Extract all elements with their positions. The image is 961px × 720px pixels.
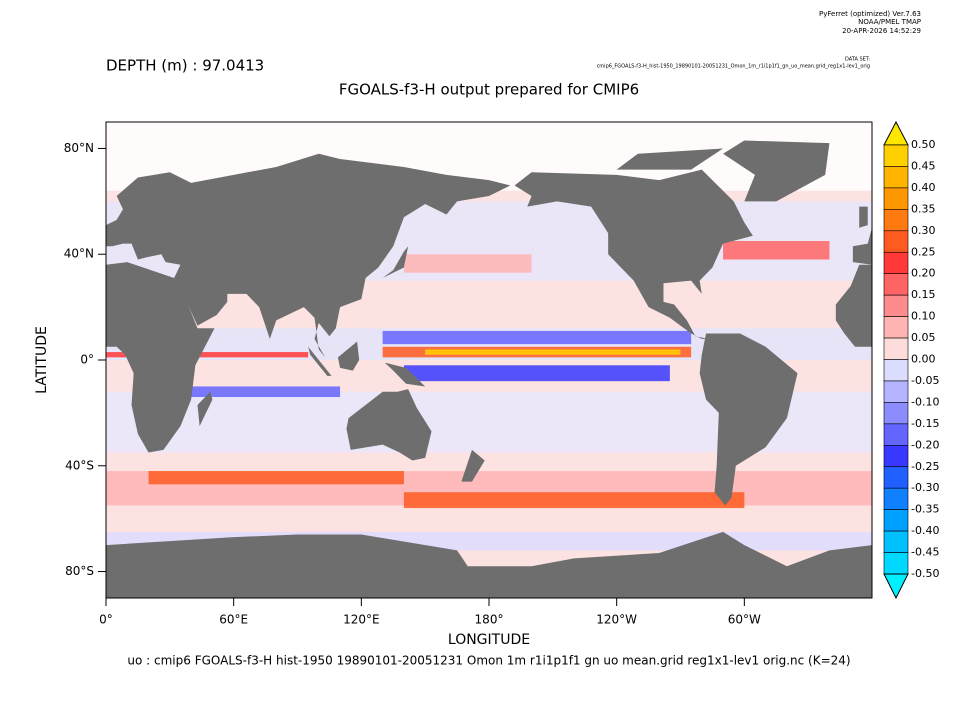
land <box>106 153 511 358</box>
colorbar-bin <box>883 487 909 510</box>
colorbar-bin <box>883 294 909 317</box>
x-axis-label: LONGITUDE <box>448 632 530 648</box>
current-band <box>723 241 830 260</box>
colorbar-label: -0.15 <box>911 417 939 430</box>
land <box>197 391 213 427</box>
current-band <box>403 492 745 509</box>
colorbar-label: -0.30 <box>911 481 939 494</box>
land <box>308 346 332 376</box>
colorbar-label: -0.05 <box>911 374 939 387</box>
land <box>106 262 215 453</box>
map <box>106 122 872 598</box>
timestamp: 20-APR-2026 14:52:29 <box>842 27 921 35</box>
y-axis-label: LATITUDE <box>34 326 50 394</box>
current-band <box>191 386 341 398</box>
land <box>616 148 724 170</box>
colorbar-bin <box>883 187 909 210</box>
land <box>699 333 798 506</box>
colorbar-bin <box>883 444 909 468</box>
x-tick-label: 60°E <box>219 613 248 627</box>
colorbar-bin <box>883 209 909 232</box>
land <box>337 341 360 371</box>
land <box>106 531 872 598</box>
footer: uo : cmip6 FGOALS-f3-H hist-1950 1989010… <box>127 654 850 668</box>
y-tick-label: 80°S <box>65 564 94 578</box>
land <box>384 362 426 387</box>
colorbar-label: -0.50 <box>911 567 939 580</box>
land <box>859 206 868 228</box>
current-band <box>106 352 309 358</box>
current-band <box>403 365 670 382</box>
colorbar-bin <box>883 359 909 382</box>
colorbar-bin <box>883 337 909 360</box>
colorbar-label: -0.45 <box>911 546 939 559</box>
current-band <box>382 330 692 345</box>
colorbar-bin <box>883 552 909 575</box>
colorbar-bin <box>883 466 909 489</box>
colorbar-label: 0.00 <box>911 353 936 366</box>
land <box>835 264 872 347</box>
lab: NOAA/PMEL TMAP <box>858 18 921 26</box>
colorbar-label: 0.05 <box>911 331 936 344</box>
y-tick-label: 0° <box>80 353 94 367</box>
colorbar-bin <box>883 380 909 403</box>
colorbar-label: 0.30 <box>911 224 936 237</box>
colorbar-bin <box>883 144 909 167</box>
colorbar-label: -0.10 <box>911 395 939 408</box>
land <box>461 449 485 482</box>
y-tick-label: 40°N <box>64 247 94 261</box>
colorbar-bin <box>883 509 909 532</box>
colorbar-label: 0.40 <box>911 181 936 194</box>
x-tick-label: 0° <box>99 613 113 627</box>
colorbar-label: 0.20 <box>911 267 936 280</box>
colorbar-label: -0.40 <box>911 524 939 537</box>
y-tick-label: 40°S <box>65 458 94 472</box>
land <box>346 389 432 461</box>
colorbar-bin <box>883 530 909 553</box>
dataset: cmip6_FGOALS-f3-H_hist-1950_19890101-200… <box>597 64 870 70</box>
y-tick-label: 80°N <box>64 141 94 155</box>
colorbar-extension <box>883 573 909 600</box>
colorbar-bin <box>883 251 909 275</box>
colorbar-bin <box>883 423 909 446</box>
current-band <box>148 471 404 485</box>
x-tick-label: 120°W <box>596 613 637 627</box>
land <box>382 246 409 279</box>
colorbar-extension <box>883 120 909 146</box>
colorbar-label: 0.15 <box>911 288 936 301</box>
colorbar-label: 0.45 <box>911 159 936 172</box>
colorbar-bin <box>883 166 909 189</box>
software: PyFerret (optimized) Ver.7.63 <box>819 10 921 18</box>
x-tick-label: 120°E <box>343 613 380 627</box>
colorbar-label: 0.25 <box>911 245 936 258</box>
colorbar-label: -0.20 <box>911 438 939 451</box>
land <box>514 169 753 339</box>
dataset-label: DATA SET: <box>845 57 870 63</box>
colorbar-bin <box>883 316 909 339</box>
colorbar-bin <box>883 230 909 253</box>
land <box>723 140 830 202</box>
colorbar-bin <box>883 402 909 425</box>
colorbar-label: -0.35 <box>911 503 939 516</box>
colorbar-label: 0.50 <box>911 138 936 151</box>
chart-title: FGOALS-f3-H output prepared for CMIP6 <box>339 81 639 99</box>
colorbar-label: 0.35 <box>911 202 936 215</box>
colorbar-bin <box>883 273 909 296</box>
colorbar-label: -0.25 <box>911 460 939 473</box>
current-band <box>403 254 532 273</box>
land <box>852 227 872 265</box>
x-tick-label: 60°W <box>728 613 761 627</box>
current-band <box>425 349 681 355</box>
x-tick-label: 180° <box>475 613 504 627</box>
subtitle: DEPTH (m) : 97.0413 <box>106 57 264 75</box>
colorbar-label: 0.10 <box>911 310 936 323</box>
